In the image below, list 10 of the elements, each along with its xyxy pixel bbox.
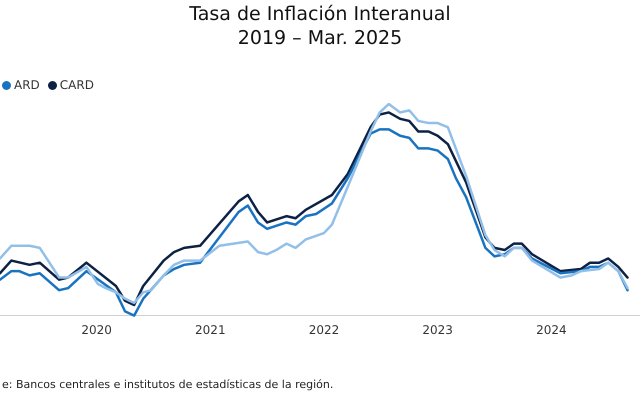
x-tick-label: 2024 (536, 322, 567, 337)
x-tick-label: 2022 (308, 322, 340, 337)
text: e: Bancos centrales e institutos de estadísticas de la región. (2, 378, 334, 391)
chart-title: Tasa de Inflación Interanual (188, 2, 452, 26)
x-tick-label: 2020 (81, 322, 112, 337)
x-tick-label: 2023 (422, 322, 453, 337)
chart-subtitle: 2019 – Mar. 2025 (236, 26, 404, 50)
legend-label: CARD (58, 78, 94, 92)
x-tick-label: 2021 (195, 322, 226, 337)
legend-label: ARD (13, 78, 40, 92)
